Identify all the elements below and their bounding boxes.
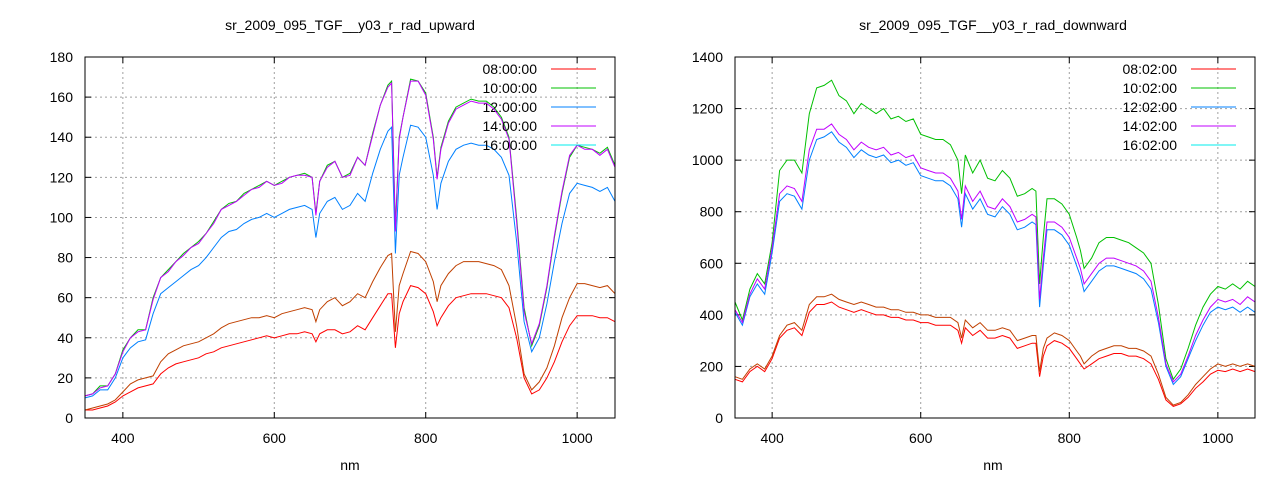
series-line-12-00-00: [84, 124, 616, 399]
x-tick-label: 1000: [1202, 430, 1233, 446]
y-tick-label: 120: [50, 169, 74, 185]
y-tick-label: 0: [65, 410, 73, 426]
y-tick-label: 60: [57, 290, 73, 306]
series-line-16-00-00: [84, 250, 616, 411]
legend-label: 08:02:00: [1123, 61, 1178, 77]
legend-label: 12:00:00: [483, 99, 538, 115]
legend-label: 14:00:00: [483, 118, 538, 134]
series-line-08-00-00: [85, 285, 616, 411]
y-tick-label: 80: [57, 250, 73, 266]
y-tick-label: 0: [715, 410, 723, 426]
series-line-10-02-00: [734, 79, 1256, 381]
x-axis-label: nm: [340, 457, 359, 473]
x-tick-label: 400: [111, 430, 135, 446]
x-tick-label: 600: [909, 430, 933, 446]
legend-label: 16:00:00: [483, 137, 538, 153]
x-tick-label: 800: [1058, 430, 1082, 446]
plot-frame: [84, 56, 616, 419]
legend-label: 16:02:00: [1123, 137, 1178, 153]
y-tick-label: 1000: [692, 152, 723, 168]
y-tick-label: 800: [700, 204, 724, 220]
series-line-12-02-00: [734, 131, 1256, 386]
legend-label: 12:02:00: [1123, 99, 1178, 115]
y-tick-label: 100: [50, 209, 74, 225]
y-tick-label: 20: [57, 370, 73, 386]
series-line-14-02-00: [734, 123, 1256, 383]
x-tick-label: 1000: [562, 430, 593, 446]
x-tick-label: 400: [760, 430, 784, 446]
upward-radiance-plot: sr_2009_095_TGF__y03_r_rad_upward nm 0 20…: [50, 17, 616, 473]
plot-frame: [734, 56, 1256, 419]
y-tick-label: 1200: [692, 101, 723, 117]
y-tick-label: 600: [700, 255, 724, 271]
downward-radiance-plot: sr_2009_095_TGF__y03_r_rad_downward nm 0…: [692, 17, 1256, 473]
legend-label: 10:02:00: [1123, 80, 1178, 96]
legend-label: 10:00:00: [483, 80, 538, 96]
x-tick-label: 600: [263, 430, 287, 446]
series-line-14-00-00: [84, 80, 616, 397]
y-tick-label: 200: [700, 358, 724, 374]
x-tick-label: 800: [414, 430, 438, 446]
series-line-08-02-00: [734, 301, 1256, 407]
y-tick-label: 160: [50, 89, 74, 105]
legend-label: 08:00:00: [483, 61, 538, 77]
y-tick-label: 40: [57, 330, 73, 346]
x-axis-label: nm: [983, 457, 1002, 473]
y-tick-label: 140: [50, 129, 74, 145]
y-tick-label: 1400: [692, 49, 723, 65]
y-tick-label: 180: [50, 49, 74, 65]
legend-label: 14:02:00: [1123, 118, 1178, 134]
plot-title: sr_2009_095_TGF__y03_r_rad_downward: [859, 17, 1127, 33]
y-tick-label: 400: [700, 307, 724, 323]
plot-title: sr_2009_095_TGF__y03_r_rad_upward: [225, 17, 475, 33]
series-line-16-02-00: [734, 293, 1256, 406]
